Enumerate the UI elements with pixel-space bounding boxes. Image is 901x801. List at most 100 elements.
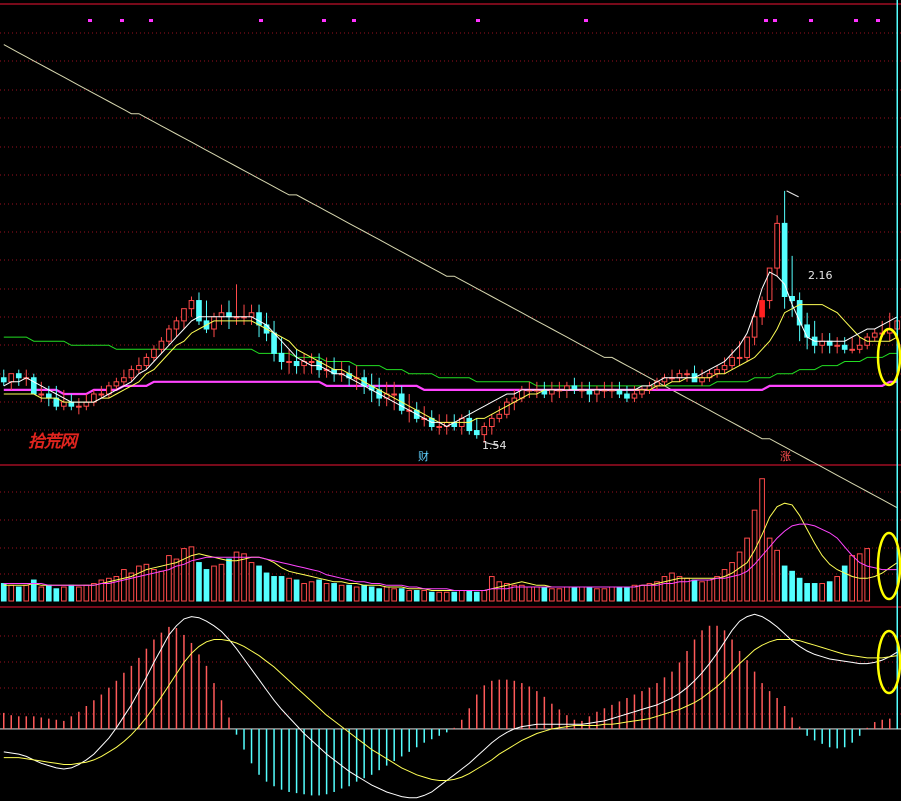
volume-bar — [211, 565, 217, 602]
volume-bar — [15, 586, 22, 602]
candle-body — [826, 340, 833, 346]
highlight-ellipse — [876, 327, 901, 387]
candle-body — [496, 413, 503, 419]
volume-bar — [496, 581, 503, 602]
candle-body — [83, 401, 90, 407]
candle-body — [68, 401, 75, 407]
volume-bar — [654, 581, 660, 602]
volume-bar — [466, 590, 473, 602]
candle-body — [196, 300, 202, 322]
volume-bar — [256, 565, 262, 602]
highlight-ellipse — [876, 629, 901, 695]
candle-body — [856, 344, 863, 350]
candle-body — [781, 222, 788, 297]
volume-bar — [616, 586, 623, 602]
volume-bar — [774, 549, 780, 602]
volume-bar — [8, 584, 15, 602]
candle-body — [488, 417, 495, 427]
finance-badge[interactable]: 财 — [418, 450, 429, 463]
volume-bar — [699, 581, 705, 602]
candle-body — [721, 365, 728, 371]
candle-body — [166, 328, 172, 342]
volume-bar — [646, 583, 653, 602]
volume-bar — [391, 588, 398, 602]
volume-bar — [263, 572, 270, 602]
volume-bar — [248, 562, 255, 602]
candle-body — [503, 401, 510, 415]
volume-bar — [368, 586, 375, 602]
volume-bar — [383, 586, 390, 602]
volume-bar — [458, 590, 465, 602]
volume-bar — [53, 588, 60, 602]
event-marker — [809, 19, 813, 22]
volume-bar — [789, 570, 795, 602]
volume-bar — [721, 569, 728, 602]
volume-bar — [353, 586, 360, 602]
volume-ma10-line — [3, 523, 898, 591]
volume-bar — [308, 581, 315, 602]
candle-body — [256, 312, 262, 326]
volume-bar — [271, 576, 277, 602]
volume-bar — [511, 584, 518, 602]
candle-body — [293, 361, 300, 367]
candle-body — [624, 393, 630, 399]
candle-body — [586, 389, 593, 395]
candle-body — [308, 361, 315, 363]
limit-up-badge[interactable]: 涨 — [780, 450, 791, 463]
candle-body — [744, 336, 750, 358]
candle-body — [631, 393, 638, 399]
candle-body — [766, 267, 773, 302]
candle-body — [38, 393, 45, 396]
candle-body — [188, 300, 195, 310]
candle-body — [226, 312, 232, 318]
candle-body — [278, 352, 285, 362]
candle-body — [158, 340, 165, 350]
volume-bar — [376, 588, 382, 602]
volume-bar — [421, 590, 428, 602]
ma20-line — [3, 380, 898, 396]
volume-bar — [83, 584, 90, 602]
volume-bar — [864, 548, 871, 602]
volume-bar — [796, 577, 803, 602]
candle-body — [60, 401, 67, 407]
candle-body — [113, 381, 120, 387]
high-pointer — [786, 190, 799, 198]
candle-body — [871, 332, 878, 338]
volume-bar — [811, 583, 818, 602]
candle-body — [121, 377, 127, 383]
candle-body — [729, 356, 735, 367]
candle-body — [136, 365, 142, 371]
candle-body — [211, 316, 217, 330]
volume-bar — [519, 584, 525, 602]
volume-bar — [30, 579, 37, 602]
volume-bar — [233, 551, 240, 602]
candle-body — [473, 430, 480, 436]
volume-bar — [361, 584, 367, 602]
volume-bar — [301, 583, 307, 602]
candle-body — [841, 344, 848, 350]
volume-bar — [203, 569, 210, 602]
candle-body — [751, 316, 758, 338]
volume-bar — [639, 584, 645, 602]
volume-bar — [181, 548, 187, 602]
candle-body — [98, 393, 105, 396]
volume-bar — [323, 583, 330, 602]
candle-body — [248, 312, 255, 318]
candle-body — [714, 369, 720, 375]
volume-bar — [143, 563, 150, 602]
volume-bar — [188, 546, 195, 602]
volume-bar — [166, 555, 172, 602]
volume-bar — [631, 584, 638, 602]
volume-bar — [173, 558, 180, 602]
candle-body — [804, 324, 810, 338]
volume-bar — [804, 583, 810, 602]
volume-bar — [503, 583, 510, 602]
volume-bar — [346, 584, 352, 602]
candle-body — [594, 389, 600, 395]
candle-body — [699, 377, 705, 383]
volume-bar — [609, 586, 615, 602]
volume-bar — [549, 588, 555, 602]
candle-body — [151, 348, 157, 358]
